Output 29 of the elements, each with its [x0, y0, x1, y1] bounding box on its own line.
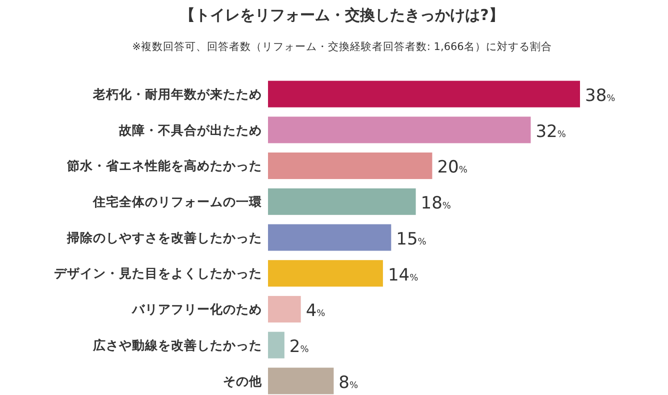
y-tick-label: 節水・省エネ性能を高めたかった	[66, 158, 262, 174]
data-label: 2%	[289, 337, 310, 358]
data-label: 18%	[420, 194, 452, 214]
bar	[268, 152, 432, 180]
chart-title: 【トイレをリフォーム・交換したきっかけは?】	[180, 6, 504, 24]
y-tick-label: 掃除のしやすさを改善したかった	[66, 230, 262, 245]
bar	[268, 80, 580, 108]
data-label: 8%	[338, 372, 359, 393]
data-label: 38%	[585, 86, 616, 106]
y-tick-label: 広さや動線を改善したかった	[92, 337, 262, 352]
bar	[268, 260, 383, 287]
bar	[268, 296, 301, 322]
data-label: 32%	[536, 122, 566, 142]
bar	[268, 188, 416, 215]
y-tick-label: バリアフリー化のため	[131, 302, 262, 317]
y-tick-label: 故障・不具合が出たため	[118, 122, 262, 138]
bar	[268, 224, 392, 251]
y-tick-label: 老朽化・耐用年数が来たため	[92, 86, 262, 102]
y-tick-label: 住宅全体のリフォームの一環	[92, 194, 263, 210]
data-label: 14%	[388, 265, 419, 286]
bar	[268, 116, 531, 144]
bar	[268, 368, 334, 394]
y-tick-label: その他	[223, 373, 263, 388]
chart-subtitle: ※複数回答可、回答者数（リフォーム・交換経験者回答者数: 1,666名）に対する割合	[132, 40, 552, 53]
data-label: 20%	[437, 158, 468, 178]
data-label: 4%	[306, 301, 326, 322]
y-tick-label: デザイン・見た目をよくしたかった	[54, 266, 262, 281]
data-label: 15%	[396, 229, 427, 250]
bar	[268, 332, 284, 358]
